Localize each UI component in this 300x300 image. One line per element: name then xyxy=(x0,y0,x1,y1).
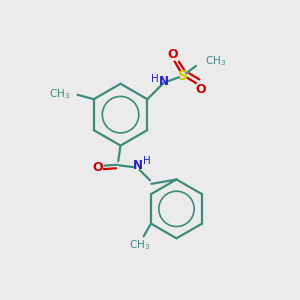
Text: CH$_3$: CH$_3$ xyxy=(205,54,226,68)
Text: O: O xyxy=(167,48,178,61)
Text: S: S xyxy=(178,69,188,83)
Text: O: O xyxy=(93,161,103,174)
Text: CH$_3$: CH$_3$ xyxy=(130,238,151,252)
Text: CH$_3$: CH$_3$ xyxy=(49,87,70,101)
Text: H: H xyxy=(143,156,151,166)
Text: O: O xyxy=(195,83,206,96)
Text: N: N xyxy=(159,75,169,88)
Text: H: H xyxy=(152,74,159,85)
Text: N: N xyxy=(133,159,143,172)
